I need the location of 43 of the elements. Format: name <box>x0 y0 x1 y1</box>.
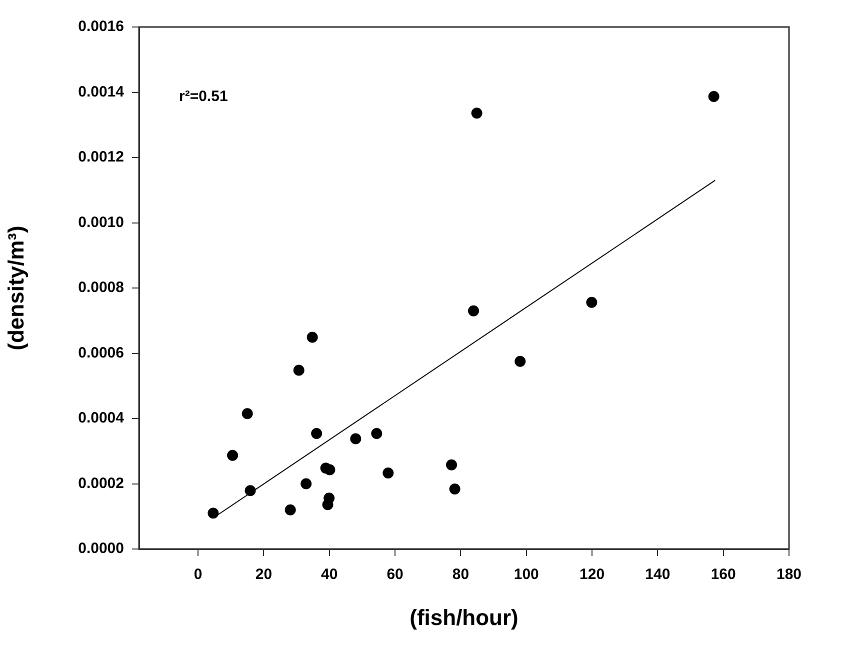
y-axis-title: (density/m³) <box>3 226 28 350</box>
point <box>322 499 334 510</box>
y-tick-label: 0.0006 <box>78 344 124 362</box>
x-tick-label: 80 <box>452 566 470 584</box>
annotation: r²=0.51 <box>179 88 228 105</box>
y-tick-label: 0.0004 <box>78 410 125 427</box>
point <box>300 478 312 490</box>
point <box>324 464 336 476</box>
point <box>449 483 460 494</box>
x-tick-label: 160 <box>710 566 736 584</box>
point <box>227 450 238 461</box>
y-tick-label: 0.0008 <box>78 279 124 296</box>
y-tick-label: 0.0014 <box>78 83 125 100</box>
point <box>244 485 256 496</box>
y-tick-label: 0.0012 <box>78 148 124 166</box>
point <box>514 356 526 367</box>
x-tick-label: 100 <box>514 566 539 584</box>
point <box>284 504 296 516</box>
point <box>468 305 480 316</box>
point <box>311 428 322 440</box>
x-tick-label: 40 <box>321 566 338 584</box>
point <box>306 332 318 343</box>
x-tick-label: 120 <box>580 566 605 584</box>
y-tick-label: 0.0000 <box>78 540 124 558</box>
point <box>208 508 219 519</box>
point <box>586 296 598 308</box>
point <box>446 459 458 470</box>
point <box>293 364 304 376</box>
x-tick-label: 140 <box>645 566 670 584</box>
point <box>382 467 394 478</box>
x-tick-label: 180 <box>776 566 802 584</box>
point <box>708 90 720 102</box>
y-tick-label: 0.0002 <box>78 474 124 492</box>
y-tick-label: 0.0010 <box>78 214 124 231</box>
y-tick-label: 0.0016 <box>78 18 124 36</box>
x-tick-label: 20 <box>255 566 272 584</box>
point <box>471 108 482 119</box>
x-tick-label: 60 <box>386 566 404 584</box>
point <box>371 428 382 440</box>
point <box>350 433 362 444</box>
x-axis-title: (fish/hour) <box>410 604 518 630</box>
point <box>242 408 253 420</box>
x-tick-label: 0 <box>194 566 202 584</box>
